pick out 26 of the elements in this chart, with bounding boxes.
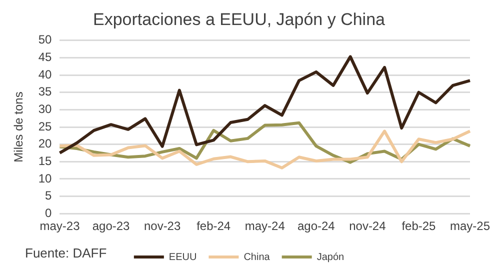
x-tick-label: may-24 — [244, 219, 286, 234]
legend-label: EEUU — [168, 252, 197, 263]
source-note: Fuente: DAFF — [25, 246, 107, 261]
y-tick-label: 35 — [38, 84, 52, 99]
x-tick-label: may-23 — [40, 219, 80, 234]
legend-label: China — [244, 252, 270, 263]
legend-label: Japón — [316, 252, 344, 263]
y-tick-label: 5 — [45, 188, 52, 203]
y-tick-label: 50 — [38, 32, 52, 47]
y-axis-title: Miles de tons — [12, 92, 26, 162]
x-tick-label: nov-23 — [144, 219, 181, 234]
x-tick-label: ago-24 — [297, 219, 336, 234]
y-tick-label: 20 — [38, 136, 52, 151]
x-tick-label: feb-25 — [402, 219, 436, 234]
y-tick-label: 0 — [45, 206, 52, 220]
y-tick-label: 40 — [38, 67, 52, 82]
x-tick-label: feb-24 — [196, 219, 231, 234]
chart-title: Exportaciones a EEUU, Japón y China — [93, 10, 386, 29]
x-tick-label: may-25 — [450, 219, 490, 234]
y-tick-label: 10 — [38, 171, 52, 186]
x-tick-label: ago-23 — [92, 219, 130, 234]
y-tick-label: 25 — [38, 119, 52, 134]
x-tick-label: nov-24 — [349, 219, 386, 234]
y-tick-label: 30 — [38, 102, 52, 116]
y-tick-label: 15 — [38, 154, 52, 168]
y-tick-label: 45 — [38, 50, 52, 64]
